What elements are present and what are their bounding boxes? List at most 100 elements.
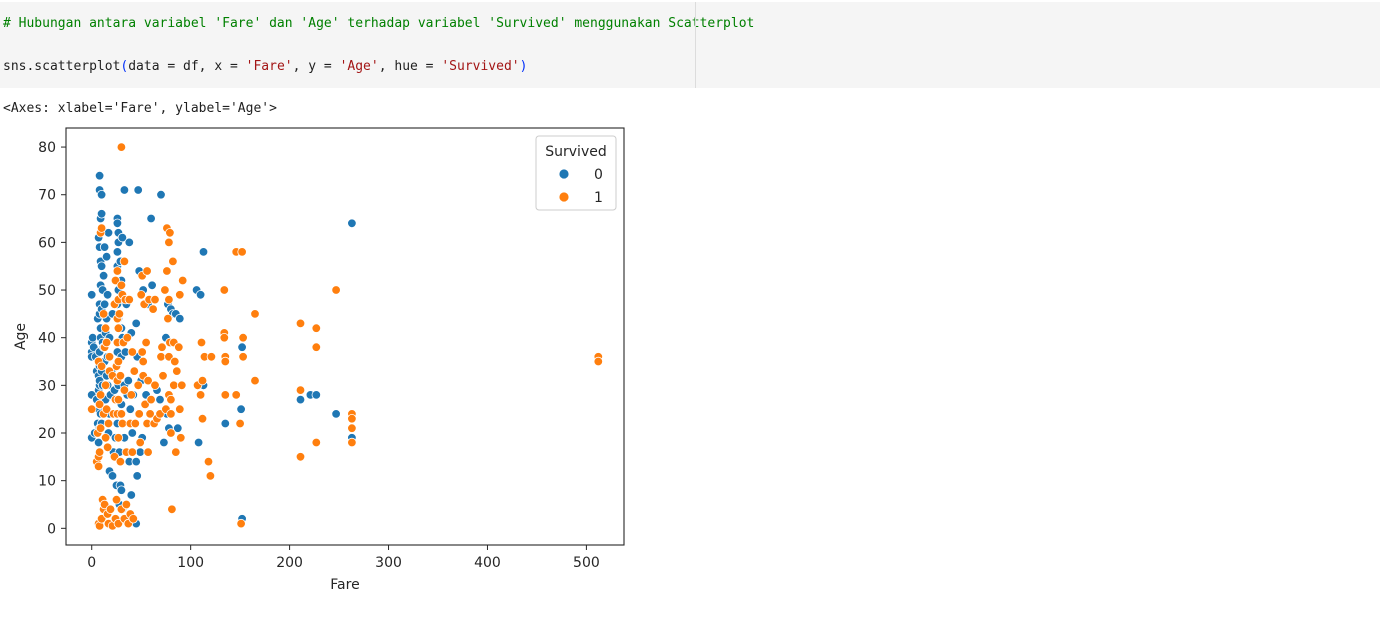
legend-label-0: 0 (594, 167, 603, 183)
data-point-survived-1 (168, 256, 178, 267)
data-point-survived-0 (147, 280, 157, 291)
data-point-survived-1 (122, 332, 133, 343)
data-point-survived-1 (593, 356, 604, 367)
data-point-survived-1 (127, 447, 138, 457)
data-point-survived-1 (347, 423, 357, 433)
data-point-survived-1 (133, 380, 143, 391)
data-point-survived-1 (347, 414, 357, 424)
y-tick-label: 20 (38, 426, 56, 442)
data-point-survived-0 (175, 313, 185, 324)
data-point-survived-1 (220, 356, 231, 367)
data-point-survived-0 (116, 485, 127, 495)
data-point-survived-1 (93, 461, 104, 472)
data-point-survived-0 (125, 404, 136, 414)
data-point-survived-1 (121, 499, 132, 510)
code-arg-hue: , hue = (378, 59, 442, 74)
data-point-survived-0 (86, 290, 97, 300)
data-point-survived-1 (238, 352, 248, 362)
data-point-survived-0 (198, 247, 209, 257)
data-point-survived-1 (100, 433, 111, 443)
data-point-survived-1 (116, 409, 127, 419)
data-point-survived-1 (128, 514, 139, 524)
data-point-survived-1 (231, 390, 241, 400)
data-point-survived-1 (206, 352, 217, 362)
code-function-name: sns.scatterplot (3, 59, 121, 74)
data-point-survived-1 (331, 285, 341, 295)
data-point-survived-1 (177, 380, 187, 391)
data-point-survived-0 (195, 290, 206, 300)
data-point-survived-0 (101, 251, 112, 262)
code-string-y: 'Age' (339, 59, 379, 74)
data-point-survived-0 (311, 390, 322, 400)
data-point-survived-0 (133, 185, 143, 195)
data-point-survived-1 (113, 356, 124, 367)
code-cell-input[interactable]: # Hubungan antara variabel 'Fare' dan 'A… (0, 2, 1380, 88)
data-point-survived-1 (145, 409, 155, 419)
data-point-survived-1 (116, 142, 127, 152)
data-point-survived-1 (236, 518, 246, 529)
data-point-survived-1 (164, 294, 174, 305)
data-point-survived-1 (174, 342, 184, 352)
data-point-survived-1 (170, 356, 180, 367)
data-point-survived-1 (137, 347, 147, 357)
data-point-survived-1 (160, 285, 170, 295)
x-axis-label: Fare (330, 577, 359, 593)
code-close-paren: ) (519, 59, 528, 74)
data-point-survived-1 (250, 309, 260, 319)
data-point-survived-1 (112, 266, 123, 276)
x-tick-label: 500 (573, 555, 600, 571)
legend-marker-0 (558, 168, 570, 180)
data-point-survived-1 (114, 309, 125, 319)
data-point-survived-0 (98, 270, 109, 281)
data-point-survived-1 (171, 447, 181, 457)
data-point-survived-1 (166, 428, 176, 438)
code-arg-y: , y = (292, 59, 340, 74)
data-point-survived-1 (295, 385, 306, 395)
data-point-survived-0 (119, 185, 130, 195)
data-point-survived-1 (134, 409, 144, 419)
data-point-survived-0 (124, 237, 135, 248)
cell-divider (695, 2, 696, 88)
data-point-survived-1 (104, 352, 115, 362)
data-point-survived-0 (331, 409, 341, 419)
data-point-survived-0 (107, 471, 118, 481)
data-point-survived-1 (95, 423, 106, 433)
data-point-survived-1 (124, 294, 135, 305)
data-point-survived-1 (135, 437, 145, 448)
data-point-survived-0 (146, 213, 156, 224)
data-point-survived-1 (143, 375, 153, 386)
data-point-survived-1 (101, 337, 112, 348)
data-point-survived-0 (117, 232, 128, 243)
data-point-survived-1 (150, 380, 160, 391)
data-point-survived-1 (117, 418, 128, 429)
data-point-survived-1 (311, 437, 322, 448)
data-point-survived-1 (196, 337, 207, 348)
data-point-survived-1 (164, 237, 174, 248)
legend-marker-1 (558, 191, 570, 203)
data-point-survived-1 (127, 347, 138, 357)
y-tick-label: 40 (38, 331, 56, 347)
data-point-survived-1 (165, 228, 175, 238)
data-point-survived-1 (295, 452, 306, 462)
code-call-line: sns.scatterplot(data = df, x = 'Fare', y… (3, 59, 527, 74)
y-tick-label: 70 (38, 188, 56, 204)
data-point-survived-1 (86, 404, 97, 414)
data-point-survived-1 (115, 371, 126, 381)
data-point-survived-0 (131, 456, 141, 467)
legend-box (535, 135, 617, 211)
data-point-survived-1 (250, 375, 260, 386)
code-open-paren: ( (120, 59, 129, 74)
data-point-survived-1 (98, 309, 109, 319)
data-point-survived-1 (103, 418, 114, 429)
y-tick-label: 50 (38, 283, 56, 299)
data-point-survived-0 (159, 437, 169, 448)
data-point-survived-1 (130, 418, 141, 429)
y-tick-label: 60 (38, 235, 56, 251)
data-point-survived-0 (96, 209, 107, 219)
data-point-survived-1 (142, 266, 152, 276)
data-point-survived-0 (131, 318, 141, 329)
data-point-survived-0 (94, 171, 105, 181)
data-point-survived-1 (166, 409, 176, 419)
data-point-survived-1 (295, 318, 306, 329)
data-point-survived-1 (175, 290, 185, 300)
